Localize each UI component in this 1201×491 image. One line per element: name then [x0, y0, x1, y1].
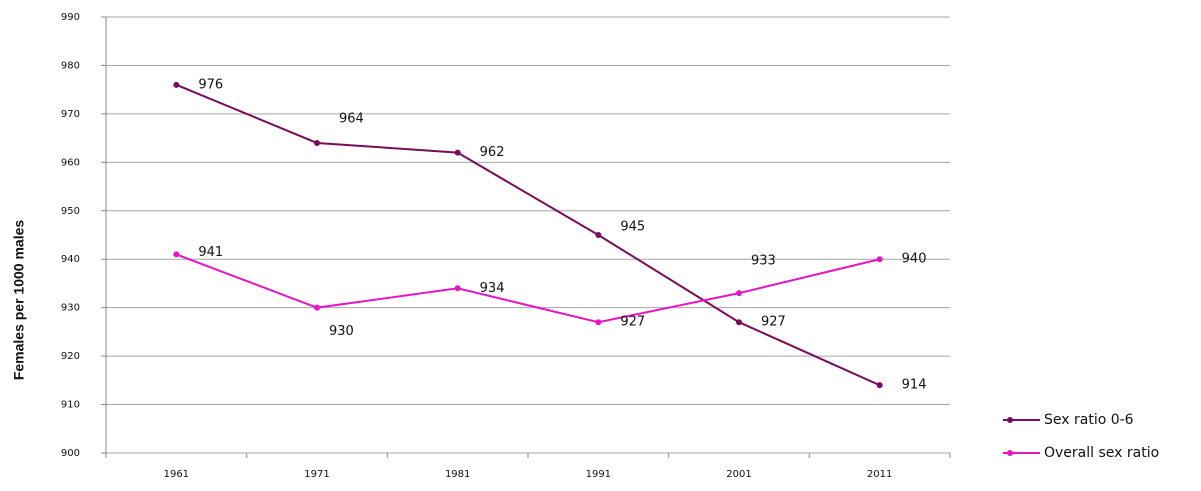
data-label: 940: [902, 252, 927, 267]
data-label: 964: [339, 111, 364, 126]
y-tick-label: 980: [61, 60, 80, 71]
y-tick-label: 910: [61, 400, 80, 411]
x-tick-label: 1961: [164, 469, 189, 480]
y-tick-label: 940: [61, 254, 80, 265]
y-tick-label: 970: [61, 109, 80, 120]
point: [454, 149, 461, 156]
data-label: 933: [751, 254, 776, 269]
y-tick-label: 960: [61, 157, 80, 168]
legend-label: Sex ratio 0-6: [1044, 412, 1134, 428]
series-line: [175, 253, 880, 324]
point: [595, 319, 602, 326]
legend-marker: [1007, 450, 1013, 456]
x-tick-label: 1991: [586, 469, 611, 480]
y-tick-label: 900: [61, 448, 80, 459]
data-label: 927: [761, 315, 786, 330]
data-label: 962: [480, 145, 505, 160]
point: [595, 232, 602, 238]
point: [173, 251, 180, 258]
point: [876, 256, 883, 263]
data-label: 945: [620, 220, 645, 235]
x-tick-label: 1971: [304, 469, 329, 480]
data-label: 934: [480, 281, 505, 296]
x-tick-label: 2001: [726, 469, 751, 480]
point: [736, 319, 742, 326]
point: [876, 382, 883, 389]
data-label: 927: [620, 315, 645, 330]
legend-marker: [1007, 417, 1013, 423]
x-tick-label: 2011: [867, 469, 892, 480]
y-tick-label: 930: [61, 303, 80, 314]
point: [314, 304, 320, 311]
point: [736, 290, 742, 297]
point: [314, 139, 320, 146]
y-tick-label: 920: [61, 351, 80, 362]
point: [454, 285, 461, 292]
x-tick-label: 1981: [445, 469, 470, 480]
y-axis-title: Females per 1000 males: [11, 220, 27, 381]
data-label: 930: [329, 324, 354, 339]
data-label: 941: [198, 245, 223, 260]
data-label: 976: [198, 77, 223, 92]
y-tick-label: 990: [61, 12, 80, 23]
point: [173, 81, 180, 88]
legend-label: Overall sex ratio: [1044, 445, 1159, 461]
series-line: [175, 83, 881, 387]
data-label: 914: [902, 378, 927, 393]
y-tick-label: 950: [61, 206, 80, 217]
